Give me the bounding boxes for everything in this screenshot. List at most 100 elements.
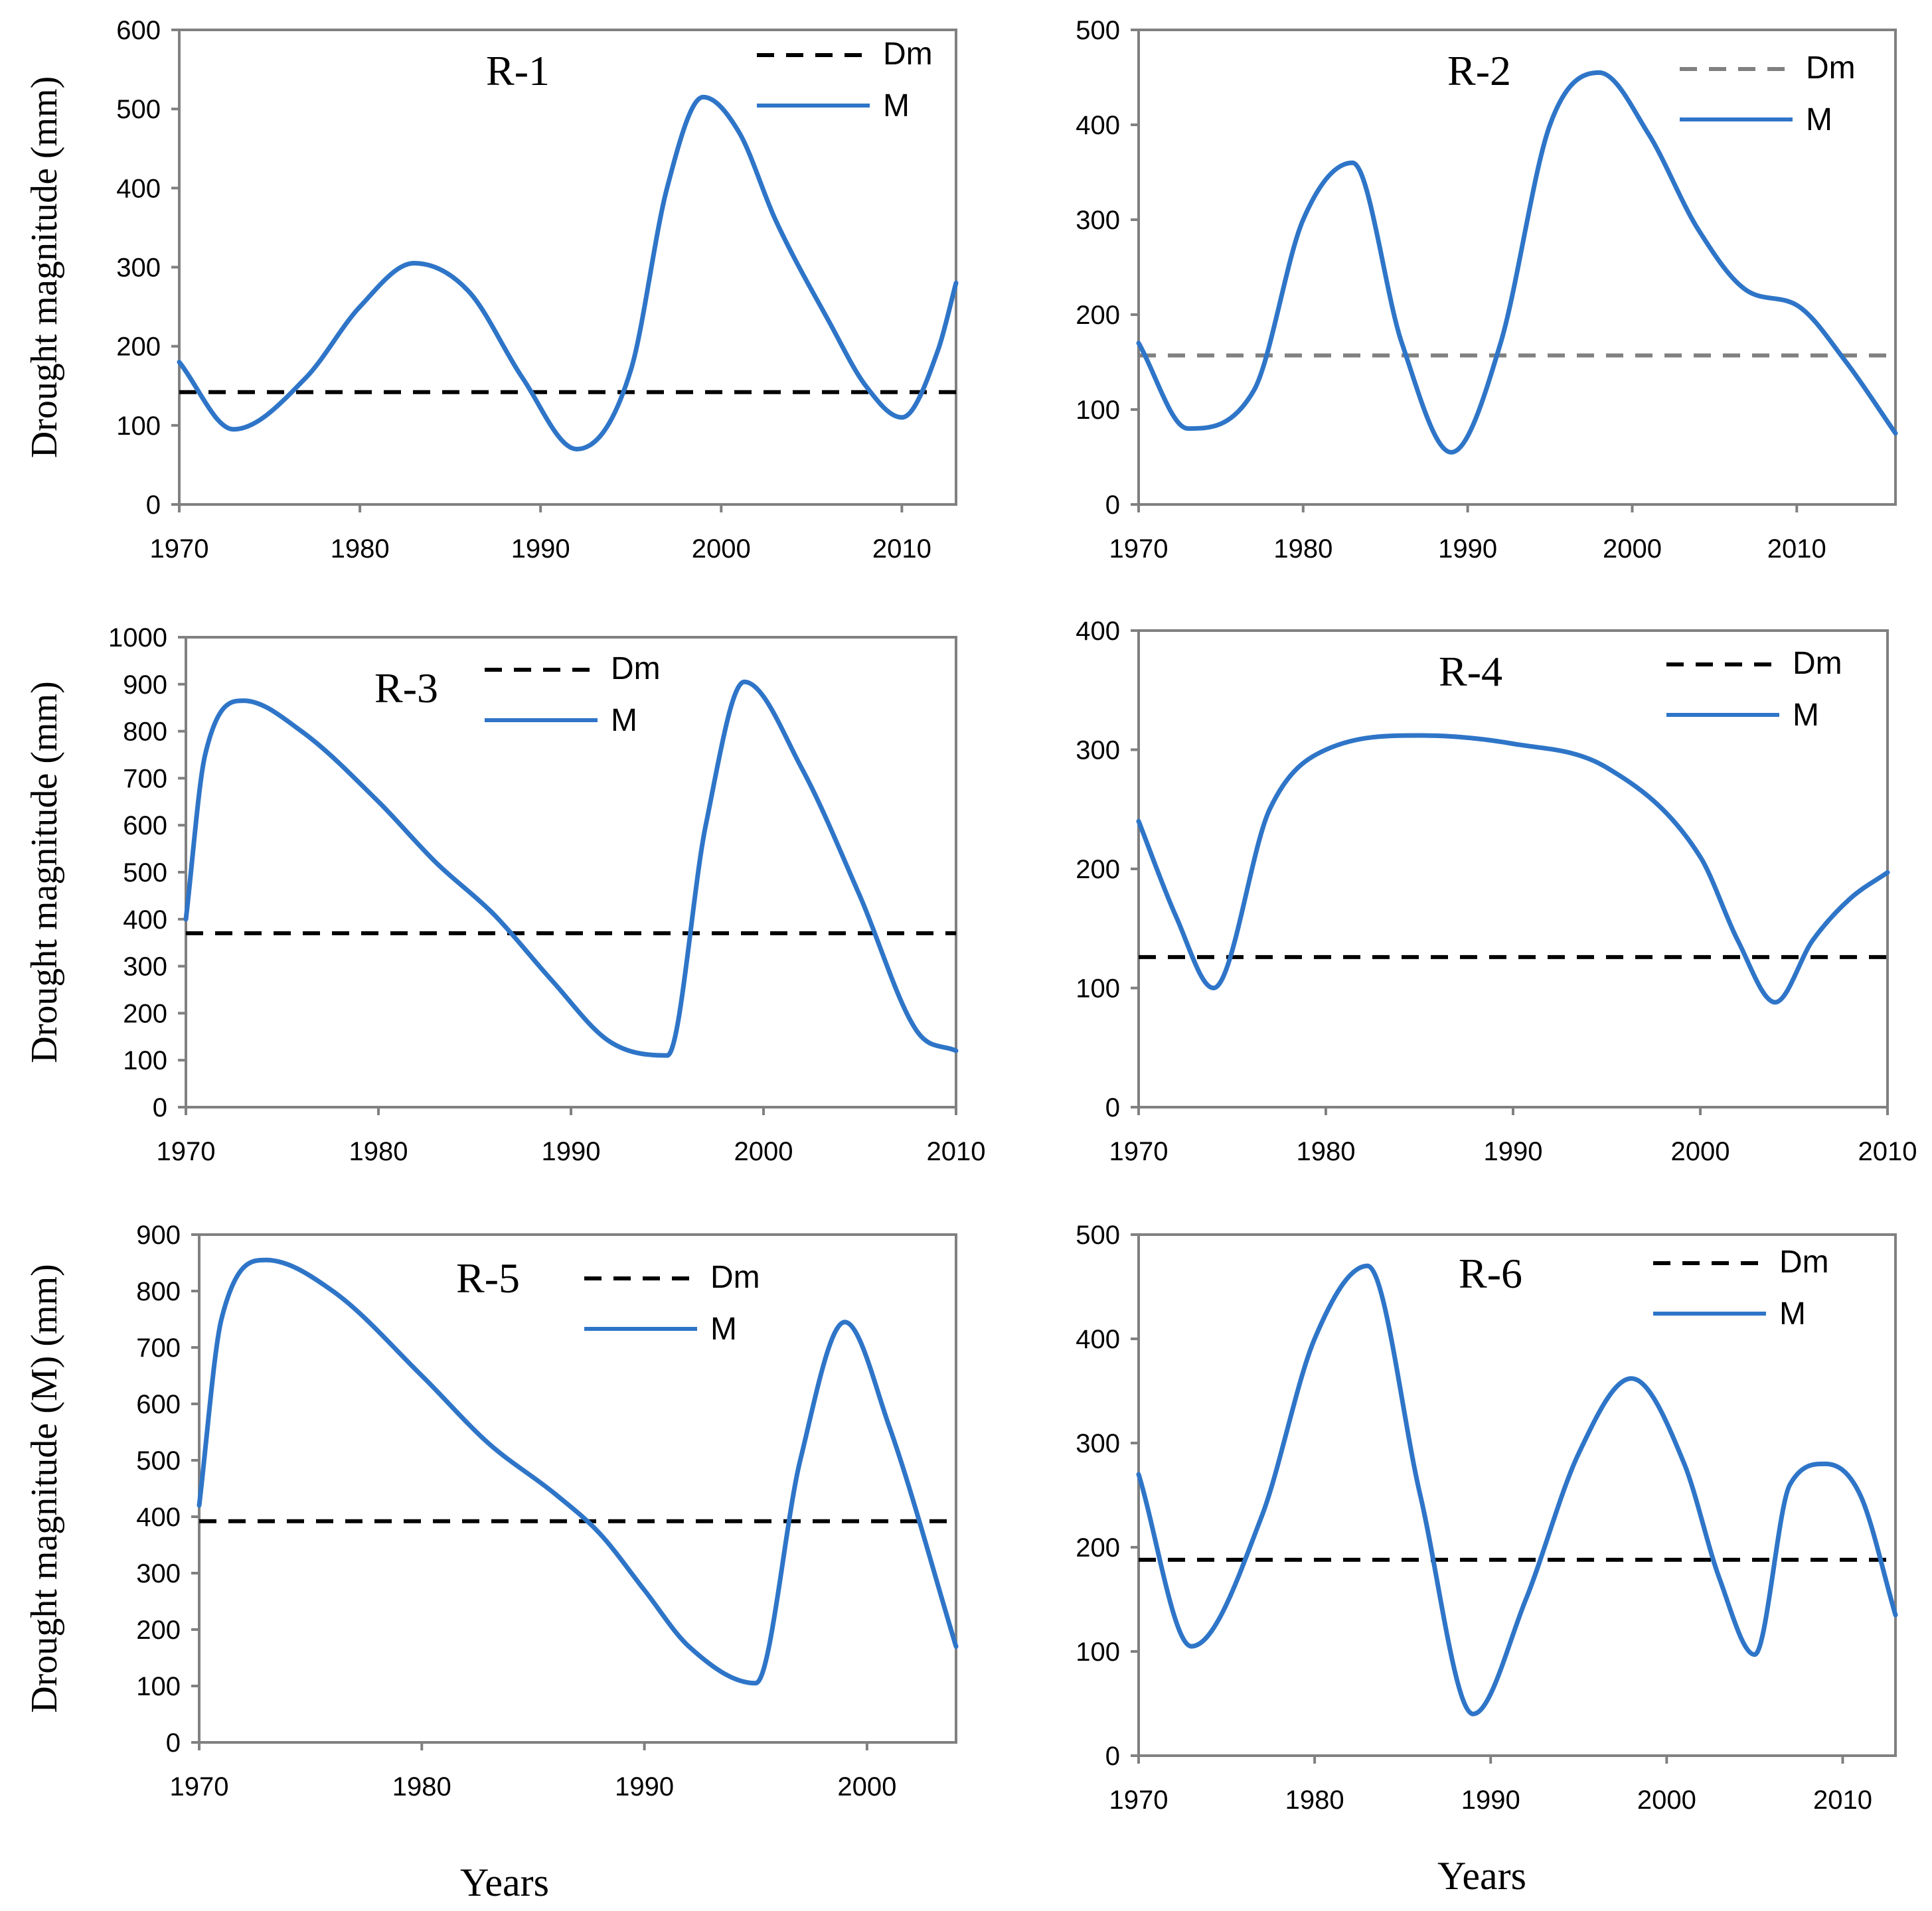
y-tick-label: 500: [116, 95, 161, 124]
y-tick-label: 700: [123, 764, 167, 793]
y-tick-label: 200: [123, 999, 167, 1028]
y-tick-label: 400: [1076, 111, 1120, 140]
y-tick-label: 200: [136, 1616, 181, 1645]
y-tick-label: 500: [123, 858, 167, 887]
panel-r-1: 0 100 200 300 400 500 600 1970 1980 1990 2000 2010 D…: [24, 16, 959, 564]
y-tick-label: 800: [123, 718, 167, 747]
plot-area-frame: [1137, 629, 1889, 1108]
y-tick-label: 200: [1076, 301, 1120, 330]
legend-dm-label: Dm: [1806, 50, 1856, 86]
y-axis-label: Drought magnitude (mm): [24, 681, 65, 1063]
x-axis-label-left: Years: [460, 1861, 549, 1904]
y-tick-label: 100: [1076, 396, 1120, 425]
y-tick-label: 600: [136, 1390, 181, 1419]
y-tick-label: 500: [1076, 1221, 1120, 1250]
x-tick-label: 2000: [1671, 1137, 1730, 1166]
panel-title: R-6: [1459, 1250, 1522, 1297]
legend-dm-label: Dm: [710, 1260, 760, 1295]
y-tick-label: 100: [136, 1672, 181, 1701]
x-tick-label: 2010: [1813, 1786, 1872, 1815]
y-tick-label: 100: [116, 412, 161, 441]
x-tick-label: 1980: [331, 534, 390, 564]
legend-dm-label: Dm: [1779, 1245, 1829, 1280]
y-tick-label: 0: [1105, 1093, 1120, 1122]
y-tick-label: 500: [136, 1446, 181, 1476]
x-tick-label: 1970: [157, 1137, 216, 1166]
y-tick-label: 400: [1076, 617, 1120, 646]
y-tick-label: 900: [136, 1221, 181, 1250]
x-axis-label-right: Years: [1437, 1854, 1526, 1898]
y-tick-label: 300: [1076, 1429, 1120, 1458]
plot-area-frame: [198, 1233, 957, 1744]
x-tick-label: 1970: [1109, 1786, 1168, 1815]
x-tick-label: 2010: [927, 1137, 986, 1166]
panel-title: R-3: [374, 664, 438, 712]
y-tick-label: 200: [1076, 1533, 1120, 1563]
y-tick-label: 100: [1076, 1638, 1120, 1667]
x-tick-label: 1970: [1109, 534, 1168, 564]
y-tick-label: 600: [116, 16, 161, 45]
legend-m-label: M: [1806, 102, 1832, 137]
legend-m-label: M: [883, 88, 910, 123]
x-tick-label: 1990: [511, 534, 570, 564]
x-tick-label: 1970: [150, 534, 209, 564]
x-tick-label: 2000: [837, 1772, 896, 1801]
plot-area-frame: [185, 636, 957, 1108]
legend: Dm M: [757, 37, 933, 123]
x-tick-label: 1990: [615, 1772, 674, 1801]
plot-area-frame: [178, 29, 957, 506]
y-tick-label: 100: [1076, 974, 1120, 1004]
m-drought-magnitude-line: [183, 679, 959, 1058]
x-tick-label: 2010: [1858, 1137, 1917, 1166]
x-tick-label: 2000: [734, 1137, 793, 1166]
legend-dm-label: Dm: [883, 37, 933, 72]
m-drought-magnitude-line: [197, 1257, 959, 1686]
legend-m-label: M: [1793, 698, 1819, 733]
x-tick-label: 1970: [170, 1772, 229, 1801]
y-tick-label: 500: [1076, 16, 1120, 45]
panel-title: R-5: [456, 1255, 520, 1302]
m-drought-magnitude-line: [177, 94, 959, 452]
x-tick-label: 1980: [1297, 1137, 1356, 1166]
panel-r-6: 0 100 200 300 400 500 1970 1980 1990 2000 2010 R-6 D…: [1076, 1221, 1898, 1815]
legend: Dm M: [1666, 646, 1842, 733]
x-tick-label: 1990: [1461, 1786, 1520, 1815]
legend-m-label: M: [710, 1312, 737, 1347]
y-tick-label: 700: [136, 1334, 181, 1363]
legend: Dm M: [584, 1260, 760, 1347]
x-tick-label: 1990: [542, 1137, 601, 1166]
panel-r-5: 0 100 200 300 400 500 600 700 800 900 1970 1980 1990…: [24, 1221, 959, 1801]
x-tick-label: 1980: [1285, 1786, 1344, 1815]
legend-m-label: M: [611, 703, 637, 738]
y-tick-label: 300: [123, 953, 167, 982]
y-axis-label: Drought magnitude (M) (mm): [24, 1264, 65, 1713]
panel-title: R-1: [486, 47, 550, 94]
y-tick-label: 0: [146, 491, 161, 520]
y-tick-label: 0: [1105, 1742, 1120, 1771]
y-tick-label: 300: [1076, 736, 1120, 765]
legend: Dm M: [485, 651, 661, 738]
x-tick-label: 1980: [392, 1772, 451, 1801]
y-axis-label: Drought magnitude (mm): [24, 76, 65, 458]
panel-title: R-2: [1447, 47, 1511, 94]
x-tick-label: 2010: [1767, 534, 1826, 564]
y-tick-label: 0: [166, 1728, 181, 1758]
y-tick-label: 900: [123, 670, 167, 700]
m-drought-magnitude-line: [1136, 70, 1898, 455]
y-tick-label: 0: [1105, 491, 1120, 520]
y-tick-label: 0: [153, 1093, 167, 1122]
legend-dm-label: Dm: [1793, 646, 1842, 681]
y-tick-label: 400: [1076, 1325, 1120, 1354]
panel-title: R-4: [1439, 648, 1502, 695]
x-tick-label: 2000: [1637, 1786, 1696, 1815]
panel-r-4: 0 100 200 300 400 1970 1980 1990 2000 2010 R-4 Dm M: [1076, 617, 1917, 1166]
m-drought-magnitude-line: [1136, 1263, 1898, 1717]
x-tick-label: 2000: [1603, 534, 1662, 564]
x-tick-label: 1970: [1109, 1137, 1168, 1166]
legend: Dm M: [1653, 1245, 1829, 1332]
plot-area-frame: [1137, 1233, 1897, 1757]
x-tick-label: 2000: [692, 534, 751, 564]
x-tick-label: 1990: [1484, 1137, 1543, 1166]
y-tick-label: 300: [136, 1559, 181, 1588]
